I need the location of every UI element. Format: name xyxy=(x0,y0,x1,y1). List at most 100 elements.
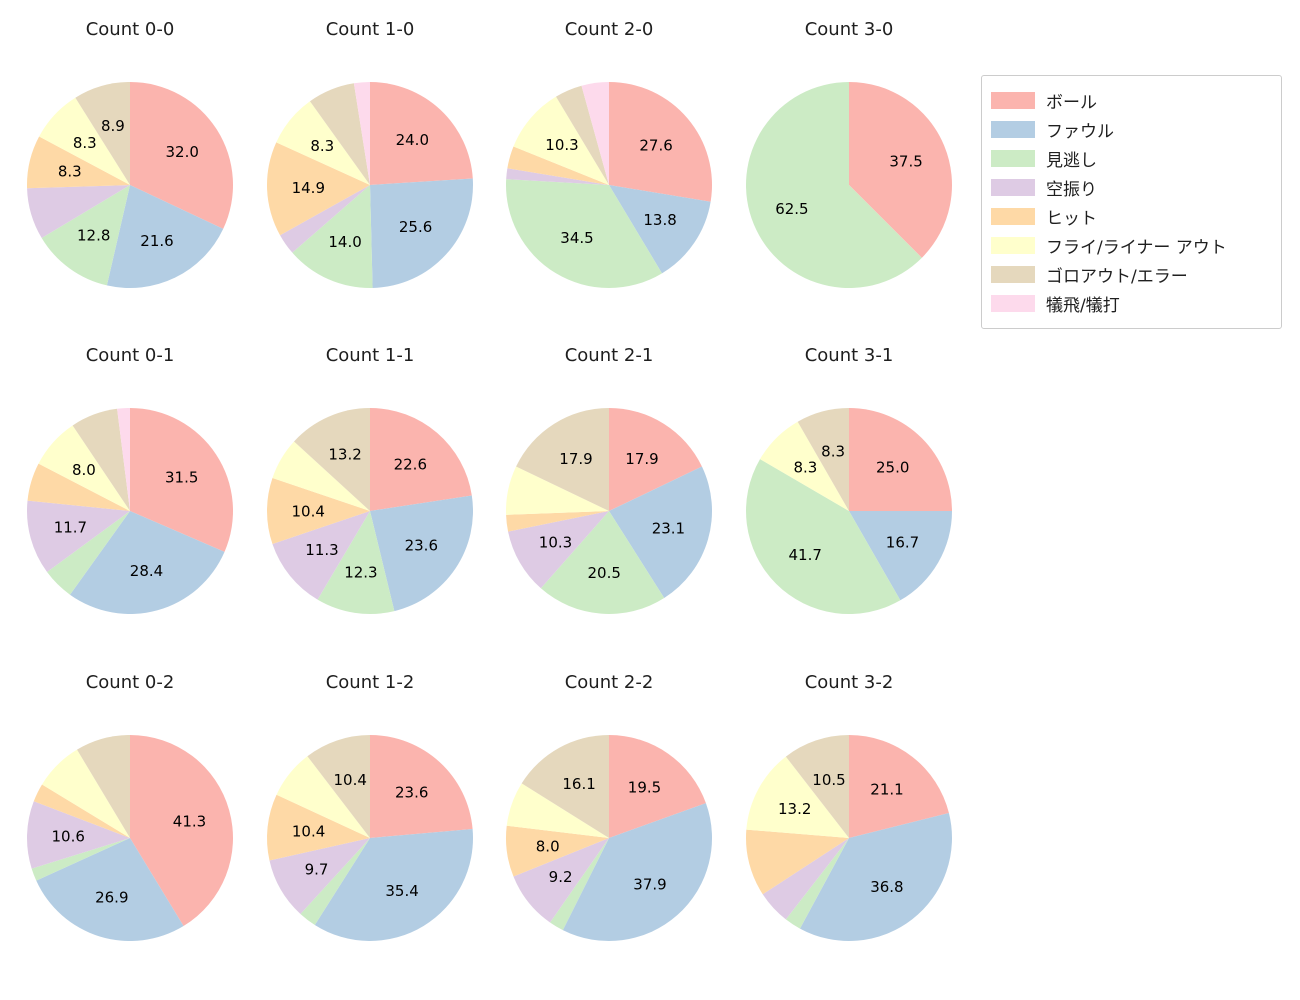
percent-label-ground-out-error: 8.9 xyxy=(101,117,125,135)
pie-chart-count-3-2: 21.1 36.8 13.210.5 xyxy=(745,735,952,941)
slice-swinging-strike xyxy=(280,185,370,253)
slice-foul xyxy=(69,511,225,615)
slice-hit xyxy=(27,463,130,511)
percent-label-ball: 32.0 xyxy=(165,143,198,161)
percent-label-foul: 23.1 xyxy=(652,519,685,537)
legend-item-called-strike: 見逃し xyxy=(991,144,1271,173)
percent-label-ball: 24.0 xyxy=(396,131,429,149)
slice-foul xyxy=(314,828,473,942)
percent-label-ground-out-error: 10.4 xyxy=(333,771,366,789)
percent-label-foul: 13.8 xyxy=(643,211,676,229)
slice-sac-fly-bunt xyxy=(581,82,609,185)
slice-ball xyxy=(849,408,952,511)
slice-fly-liner-out xyxy=(746,756,849,838)
legend-item-swinging-strike: 空振り xyxy=(991,173,1271,202)
slice-fly-liner-out xyxy=(505,466,609,515)
percent-label-ball: 21.1 xyxy=(870,781,903,799)
slice-ground-out-error xyxy=(521,735,609,838)
slice-swinging-strike xyxy=(762,838,849,920)
chart-title: Count 3-2 xyxy=(804,672,894,693)
slice-hit xyxy=(506,511,609,532)
slice-ground-out-error xyxy=(785,735,849,838)
slice-ball xyxy=(609,82,713,202)
slice-ball xyxy=(849,82,952,258)
chart-title: Count 0-0 xyxy=(85,19,175,40)
percent-label-ball: 31.5 xyxy=(165,468,198,486)
slice-ground-out-error xyxy=(72,408,130,511)
percent-label-foul: 21.6 xyxy=(140,232,173,250)
slice-ball xyxy=(370,82,473,185)
slice-ball xyxy=(130,408,234,552)
slice-foul xyxy=(370,178,474,288)
legend-swatch-fly-liner-out xyxy=(991,237,1035,254)
legend: ボール ファウル 見逃し 空振り ヒット フライ/ライナー アウト ゴロアウト/エラー 犠飛/… xyxy=(981,75,1282,329)
percent-label-ball: 22.6 xyxy=(394,455,427,473)
slice-ball xyxy=(130,82,234,229)
slice-hit xyxy=(266,794,370,861)
percent-label-hit: 8.3 xyxy=(58,162,82,180)
chart-title: Count 2-1 xyxy=(564,345,654,366)
slice-swinging-strike xyxy=(27,185,130,238)
slice-foul xyxy=(36,838,184,941)
slice-swinging-strike xyxy=(26,801,131,869)
legend-item-ball: ボール xyxy=(991,86,1271,115)
percent-label-ground-out-error: 8.3 xyxy=(821,443,845,461)
percent-label-called-strike: 41.7 xyxy=(788,546,821,564)
slice-ball xyxy=(849,735,949,838)
slice-called-strike xyxy=(47,511,130,595)
slice-called-strike xyxy=(505,179,662,289)
pie-chart-count-1-0: 24.0 25.6 14.0 14.9 8.3 xyxy=(266,82,474,289)
percent-label-swinging-strike: 11.7 xyxy=(54,519,87,537)
percent-label-fly-liner-out: 8.3 xyxy=(73,134,97,152)
slice-ground-out-error xyxy=(309,83,370,185)
pie-chart-count-0-2: 41.3 26.9 10.6 xyxy=(26,735,233,941)
chart-title: Count 0-2 xyxy=(85,672,175,693)
chart-title: Count 0-1 xyxy=(85,345,175,366)
slice-foul xyxy=(609,466,713,598)
slice-ground-out-error xyxy=(516,408,609,511)
percent-label-foul: 16.7 xyxy=(886,533,919,551)
slice-swinging-strike xyxy=(506,168,609,185)
pie-chart-count-3-0: 37.5 62.5 xyxy=(745,82,952,288)
legend-item-ground-out-error: ゴロアウト/エラー xyxy=(991,260,1271,289)
percent-label-foul: 35.4 xyxy=(385,882,418,900)
percent-label-foul: 26.9 xyxy=(95,888,128,906)
slice-sac-fly-bunt xyxy=(353,82,370,185)
percent-label-called-strike: 34.5 xyxy=(560,229,593,247)
pie-chart-count-2-2: 19.5 37.9 9.2 8.0 16.1 xyxy=(505,735,713,942)
percent-label-swinging-strike: 9.7 xyxy=(305,860,329,878)
percent-label-called-strike: 14.0 xyxy=(328,233,361,251)
slice-called-strike xyxy=(41,185,130,286)
percent-label-ball: 23.6 xyxy=(395,784,428,802)
legend-label: 見逃し xyxy=(1046,151,1097,171)
slice-fly-liner-out xyxy=(42,749,130,838)
slice-fly-liner-out xyxy=(760,421,849,511)
pie-chart-count-3-1: 25.0 16.7 41.7 8.38.3 xyxy=(746,408,952,614)
slice-ground-out-error xyxy=(307,735,370,838)
percent-label-called-strike: 12.8 xyxy=(77,226,110,244)
slice-ball xyxy=(609,735,706,838)
chart-title: Count 3-1 xyxy=(804,345,894,366)
percent-label-fly-liner-out: 8.0 xyxy=(72,461,96,479)
percent-label-foul: 25.6 xyxy=(399,218,432,236)
percent-label-ground-out-error: 17.9 xyxy=(559,450,592,468)
chart-title: Count 1-0 xyxy=(325,19,415,40)
percent-label-hit: 14.9 xyxy=(292,179,325,197)
percent-label-ball: 41.3 xyxy=(173,813,206,831)
percent-label-hit: 10.4 xyxy=(291,502,324,520)
slice-foul xyxy=(562,803,713,942)
percent-label-swinging-strike: 9.2 xyxy=(549,868,573,886)
legend-item-sac-fly-bunt: 犠飛/犠打 xyxy=(991,289,1271,318)
percent-label-ball: 25.0 xyxy=(876,459,909,477)
legend-label: フライ/ライナー アウト xyxy=(1046,238,1227,258)
percent-label-foul: 37.9 xyxy=(633,875,666,893)
slice-swinging-strike xyxy=(508,511,609,589)
slice-ground-out-error xyxy=(556,85,609,185)
pie-chart-count-2-1: 17.9 23.1 20.5 10.3 17.9 xyxy=(505,408,713,615)
slice-called-strike xyxy=(292,185,373,289)
percent-label-swinging-strike: 10.3 xyxy=(539,533,572,551)
percent-label-fly-liner-out: 10.3 xyxy=(545,136,578,154)
slice-called-strike xyxy=(31,838,130,881)
slice-ground-out-error xyxy=(294,408,370,511)
